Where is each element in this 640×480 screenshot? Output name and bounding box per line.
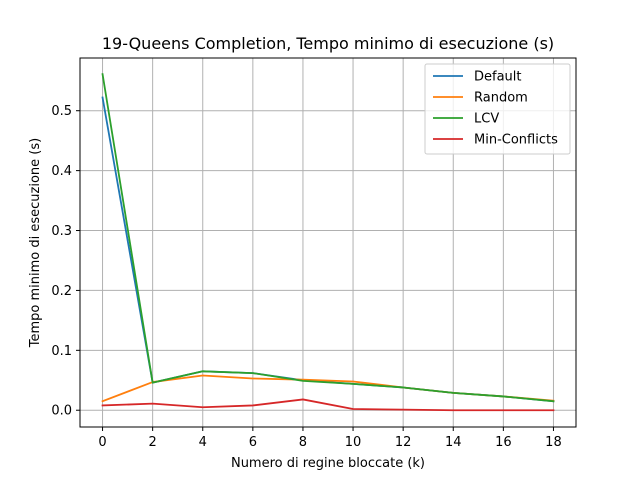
y-tick-label: 0.2 bbox=[51, 284, 72, 299]
y-tick-label: 0.0 bbox=[51, 404, 72, 419]
y-axis-label: Tempo minimo di esecuzione (s) bbox=[28, 138, 43, 348]
legend-label-lcv: LCV bbox=[474, 112, 499, 127]
x-axis-label: Numero di regine bloccate (k) bbox=[231, 456, 425, 471]
legend-label-random: Random bbox=[474, 91, 528, 106]
grid-lines bbox=[80, 58, 576, 427]
x-tick-label: 0 bbox=[98, 435, 106, 450]
legend-label-min-conflicts: Min-Conflicts bbox=[474, 133, 558, 148]
y-tick-label: 0.3 bbox=[51, 224, 72, 239]
x-tick-label: 12 bbox=[395, 435, 412, 450]
plot-frame bbox=[79, 57, 577, 428]
y-tick-label: 0.4 bbox=[51, 164, 72, 179]
legend-label-default: Default bbox=[474, 70, 522, 85]
series-line-min-conflicts bbox=[101, 398, 555, 412]
x-tick-label: 6 bbox=[249, 435, 257, 450]
x-tick-label: 18 bbox=[545, 435, 562, 450]
legend-box bbox=[424, 63, 571, 155]
x-tick-label: 2 bbox=[149, 435, 157, 450]
series-line-lcv bbox=[101, 73, 555, 403]
chart-title: 19-Queens Completion, Tempo minimo di es… bbox=[102, 34, 554, 53]
x-tick-label: 10 bbox=[345, 435, 362, 450]
x-tick-label: 4 bbox=[199, 435, 207, 450]
plot-series bbox=[101, 73, 555, 412]
y-tick-label: 0.1 bbox=[51, 344, 72, 359]
x-tick-label: 8 bbox=[299, 435, 307, 450]
x-tick-label: 14 bbox=[445, 435, 462, 450]
legend: Default Random LCV Min-Conflicts bbox=[424, 63, 571, 155]
y-tick-label: 0.5 bbox=[51, 104, 72, 119]
axis-ticks: 0 2 4 6 8 10 12 14 16 18 0.0 0.1 0.2 0.3 0.4 0.5 bbox=[51, 104, 561, 450]
x-tick-label: 16 bbox=[495, 435, 512, 450]
legend-entries: Default Random LCV Min-Conflicts bbox=[433, 70, 558, 148]
